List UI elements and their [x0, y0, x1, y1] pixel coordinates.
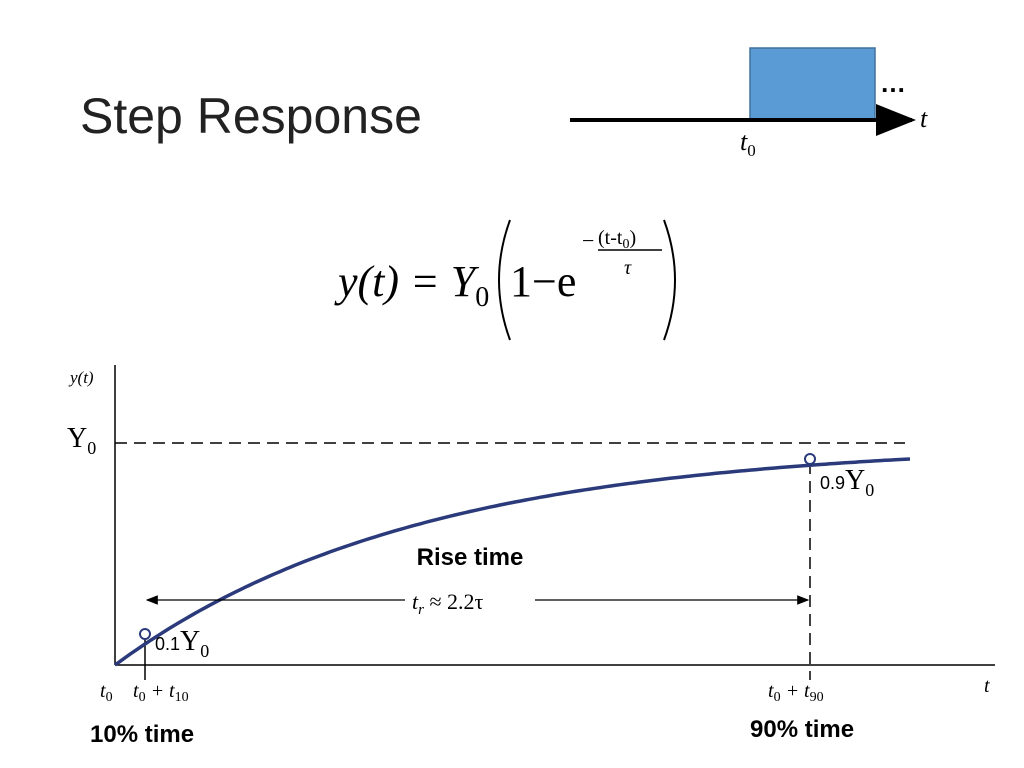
p90-label: 0.9Y0 [820, 465, 874, 500]
paren-right [663, 219, 676, 341]
eq-one-minus-e: 1−e [510, 257, 576, 306]
time10-label: 10% time [90, 721, 194, 748]
y0-label: Y0 [67, 423, 96, 458]
rise-formula: tr ≈ 2.2τ [412, 589, 484, 618]
y-axis-label: y(t) [68, 368, 94, 387]
label-bg [405, 588, 535, 612]
eq-minus: − [582, 228, 594, 253]
x-axis-label: t [984, 675, 990, 697]
step-t0: t0 [740, 127, 756, 160]
equation: y(t) = Y0 1−e − (t-t0) τ [334, 219, 676, 341]
p10-label: 0.1Y0 [155, 626, 209, 661]
x-tick-label: t0 + t10 [133, 680, 189, 705]
ellipsis: … [880, 68, 906, 98]
x-tick-label: t0 + t90 [768, 680, 824, 705]
title: Step Response [80, 88, 422, 144]
paren-left [498, 219, 511, 341]
rise-time-label: Rise time [417, 544, 524, 571]
eq-denominator: τ [624, 257, 632, 279]
eq-numerator: (t-t0) [598, 227, 636, 252]
x-tick-label: t0 [100, 680, 113, 705]
eq-lhs: y(t) = Y0 [334, 257, 489, 313]
step-block [749, 47, 876, 121]
step-t: t [920, 104, 928, 133]
point-10 [139, 628, 151, 640]
point-90 [804, 453, 816, 465]
response-curve [113, 457, 911, 667]
time90-label: 90% time [750, 716, 854, 743]
